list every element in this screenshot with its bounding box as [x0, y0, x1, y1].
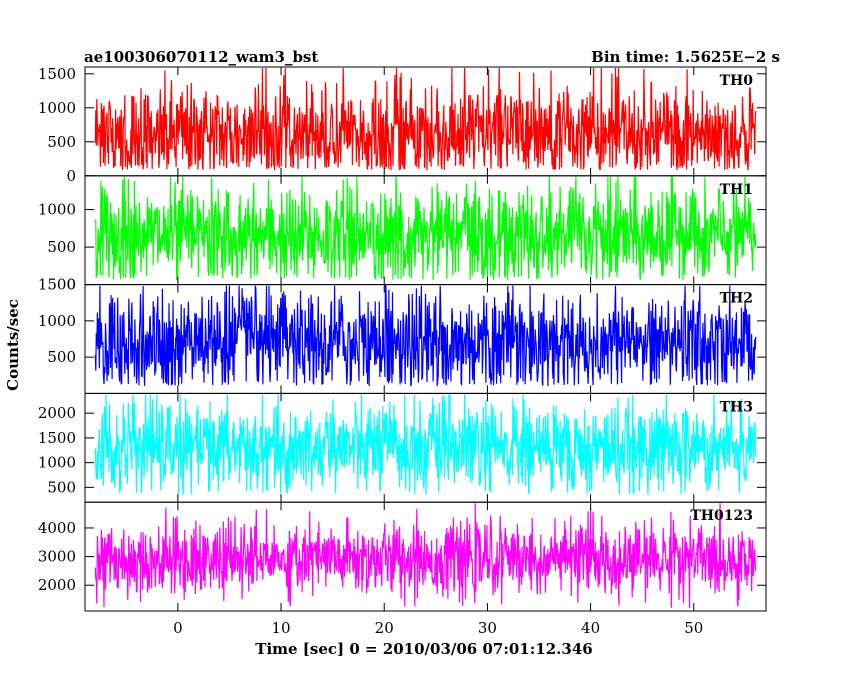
- chart-title: ae100306070112_wam3_bst: [84, 48, 318, 66]
- y-tick-label: 2000: [38, 404, 76, 422]
- x-tick-label: 40: [581, 619, 600, 637]
- y-tick-label: 3000: [38, 548, 76, 566]
- y-tick-label: 0: [66, 167, 76, 185]
- y-tick-label: 500: [47, 133, 76, 151]
- series-th0: [94, 67, 757, 171]
- y-tick-label: 500: [47, 478, 76, 496]
- y-tick-label: 0: [66, 276, 76, 294]
- y-tick-label: 1000: [38, 201, 76, 219]
- x-tick-label: 50: [684, 619, 703, 637]
- bin-time-label: Bin time: 1.5625E−2 s: [591, 48, 780, 66]
- x-axis-label: Time [sec] 0 = 2010/03/06 07:01:12.346: [255, 640, 592, 658]
- y-tick-label: 500: [47, 238, 76, 256]
- panel-label-th1: TH1: [720, 182, 753, 198]
- panel-label-th0: TH0: [720, 73, 754, 89]
- y-tick-label: 1500: [38, 429, 76, 447]
- series-th1: [94, 176, 757, 281]
- x-tick-label: 0: [173, 619, 183, 637]
- series-th3: [94, 394, 757, 495]
- y-tick-label: 1500: [38, 276, 76, 294]
- panel-label-th3: TH3: [720, 399, 753, 415]
- y-tick-label: 500: [47, 348, 76, 366]
- y-tick-label: 2000: [38, 576, 76, 594]
- y-tick-label: 4000: [38, 519, 76, 537]
- y-tick-label: 1500: [38, 65, 76, 83]
- x-tick-label: 20: [375, 619, 394, 637]
- x-tick-label: 10: [271, 619, 290, 637]
- series-th0123: [94, 503, 757, 609]
- x-axis: 0 10 20 30 40 50: [173, 619, 703, 637]
- series-th2: [94, 284, 757, 387]
- y-tick-label: 1000: [38, 454, 76, 472]
- y-tick-label: 1000: [38, 312, 76, 330]
- y-axis-label: Counts/sec: [4, 299, 22, 391]
- panel-label-th0123: TH0123: [690, 508, 753, 524]
- y-tick-label: 1000: [38, 99, 76, 117]
- panel-label-th2: TH2: [720, 291, 753, 307]
- x-tick-label: 30: [478, 619, 497, 637]
- panels: 0 500 1000 1500 TH0 0 500 1000 TH1 500 1000 1500 TH2…: [38, 65, 767, 612]
